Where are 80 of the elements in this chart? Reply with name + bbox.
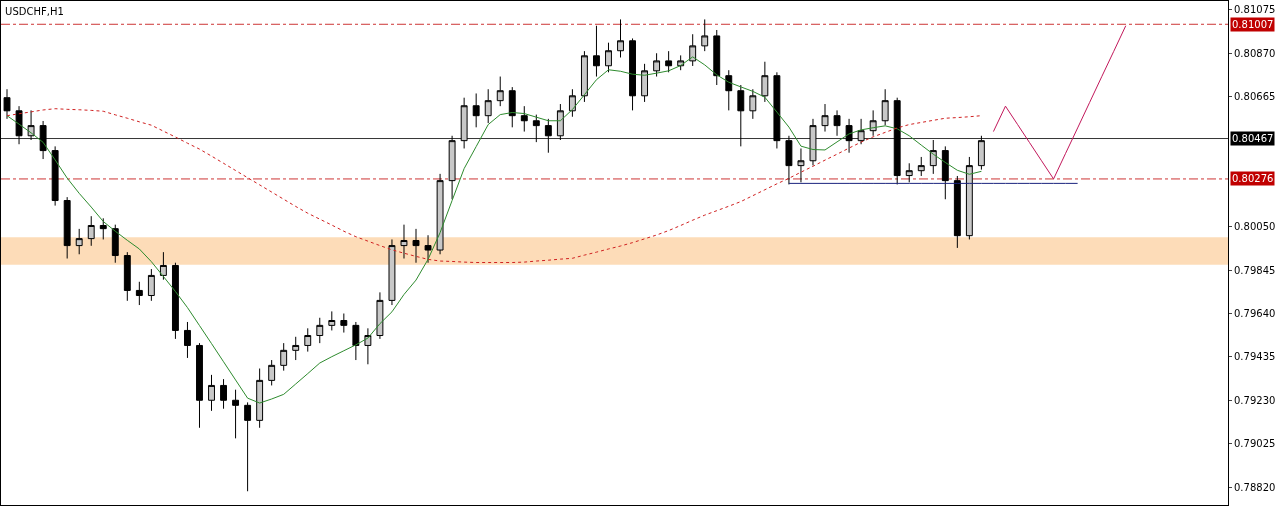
candlestick xyxy=(749,88,757,120)
y-tick-label: 0.80665 xyxy=(1234,91,1276,103)
candlestick xyxy=(412,228,420,264)
candlestick xyxy=(51,145,59,207)
candlestick xyxy=(220,378,227,410)
y-tick-label: 0.79640 xyxy=(1234,308,1276,320)
y-tick-label: 0.78820 xyxy=(1234,481,1276,493)
candlestick xyxy=(593,25,600,78)
candlestick xyxy=(400,224,408,259)
candlestick xyxy=(689,33,697,67)
candlestick xyxy=(701,18,709,52)
candlestick xyxy=(953,175,961,249)
candlestick xyxy=(725,69,733,111)
candlestick xyxy=(472,92,480,128)
candlestick xyxy=(424,234,432,264)
y-tick-label: 0.80050 xyxy=(1234,221,1276,233)
candlestick xyxy=(629,37,636,111)
candlestick xyxy=(496,76,504,107)
candlestick xyxy=(184,321,191,359)
candlestick xyxy=(833,109,841,137)
candlestick xyxy=(256,368,264,429)
candlestick xyxy=(520,105,528,133)
candlestick xyxy=(580,50,588,103)
candlestick xyxy=(123,251,131,302)
candlestick xyxy=(280,342,288,372)
candlestick xyxy=(617,18,624,58)
line-series xyxy=(992,25,1127,180)
candlestick xyxy=(388,238,396,306)
candlestick xyxy=(508,86,516,128)
candlestick xyxy=(147,268,155,302)
candlestick xyxy=(352,321,360,361)
candlestick xyxy=(641,63,649,103)
candlestick xyxy=(328,310,336,331)
y-tick-label: 0.79845 xyxy=(1234,264,1276,276)
candlestick xyxy=(196,342,203,429)
candlestick xyxy=(881,88,889,126)
candlestick xyxy=(797,147,805,183)
candlestick xyxy=(376,291,384,340)
candlestick xyxy=(869,109,877,137)
candlestick xyxy=(568,88,576,118)
candlestick xyxy=(436,173,444,255)
ref-line-label: 0.80276 xyxy=(1232,173,1274,184)
candlestick xyxy=(63,196,71,259)
candlestick xyxy=(665,50,673,73)
y-tick-label: 0.81075 xyxy=(1234,4,1276,16)
candlestick xyxy=(99,217,107,240)
ref-line-label: 0.80467 xyxy=(1232,133,1274,144)
text: USDCHF,H1 xyxy=(5,5,64,17)
line-series xyxy=(6,56,982,404)
candlestick xyxy=(304,327,312,353)
candlestick xyxy=(713,29,721,86)
candlestick xyxy=(3,88,11,120)
candlestick xyxy=(484,88,492,124)
candlestick xyxy=(917,156,925,177)
ref-line-label: 0.81007 xyxy=(1232,19,1274,30)
candlestick xyxy=(171,262,179,340)
line-series xyxy=(6,108,982,264)
candlestick xyxy=(761,61,769,103)
candlestick xyxy=(605,42,612,73)
candlestick xyxy=(111,224,119,264)
candlestick xyxy=(268,359,276,386)
candlestick xyxy=(135,281,143,306)
candlestick xyxy=(941,145,949,200)
candlestick xyxy=(965,156,973,240)
candlestick xyxy=(87,215,95,247)
candlestick xyxy=(340,313,348,334)
candlestick xyxy=(292,336,300,361)
candlestick xyxy=(244,401,252,492)
y-tick-label: 0.80870 xyxy=(1234,47,1276,59)
candlestick xyxy=(653,52,661,78)
y-tick-label: 0.79230 xyxy=(1234,394,1276,406)
candlestick xyxy=(208,374,215,412)
candlestick xyxy=(75,228,83,255)
candlestick xyxy=(232,389,240,439)
candlestick xyxy=(159,251,167,281)
candlestick xyxy=(316,317,324,344)
candlestick xyxy=(905,162,913,183)
y-tick-label: 0.79435 xyxy=(1234,351,1276,363)
y-tick-label: 0.79025 xyxy=(1234,438,1276,450)
candlestick xyxy=(821,103,829,133)
